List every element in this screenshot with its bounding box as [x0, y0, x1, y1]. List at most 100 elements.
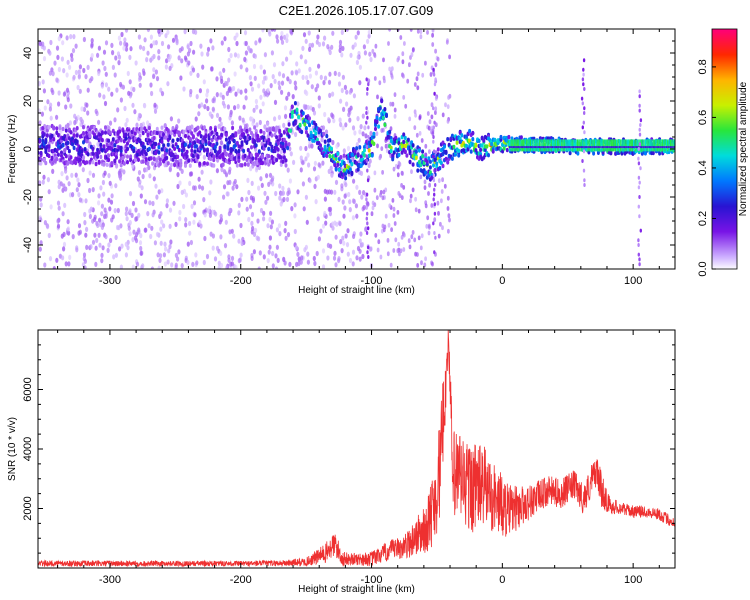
- noise-cell: [236, 103, 240, 109]
- y-axis-label: SNR (10 * v/v): [7, 417, 18, 481]
- noise-cell: [416, 85, 420, 91]
- ridge-cell: [446, 160, 450, 165]
- colorbar-tick-label: 0.4: [697, 160, 709, 175]
- noise-cell: [434, 48, 437, 54]
- ridge-cell: [224, 132, 228, 137]
- ridge-cell: [499, 134, 503, 140]
- colorbar-cell: [712, 145, 737, 147]
- ridge-cell: [78, 157, 82, 162]
- ridge-cell: [224, 137, 228, 142]
- noise-cell: [220, 78, 224, 84]
- colorbar-cell: [712, 223, 737, 225]
- y-tick-label: 2000: [22, 496, 34, 520]
- noise-cell: [168, 244, 172, 250]
- tone-center: [651, 146, 653, 149]
- noise-cell: [77, 69, 81, 75]
- noise-cell: [199, 223, 203, 229]
- noise-cell: [293, 213, 297, 219]
- tone-band: [633, 139, 635, 152]
- y-tick-label: 40: [22, 47, 34, 59]
- tone-center: [540, 146, 542, 149]
- tone-center: [532, 146, 534, 149]
- noise-cell: [161, 154, 165, 160]
- tone-band: [609, 139, 611, 152]
- ridge-cell: [397, 137, 401, 142]
- tone-band: [597, 139, 599, 152]
- noise-cell: [72, 74, 76, 80]
- colorbar-cell: [712, 116, 737, 118]
- ridge-cell: [176, 137, 180, 142]
- noise-cell: [287, 91, 291, 97]
- colorbar-cell: [712, 263, 737, 265]
- noise-cell: [248, 75, 252, 81]
- noise-cell: [299, 54, 303, 60]
- streak-cell: [637, 175, 641, 180]
- noise-cell: [313, 260, 317, 267]
- colorbar-cell: [712, 107, 737, 109]
- colorbar-cell: [712, 157, 737, 159]
- colorbar-cell: [712, 196, 737, 198]
- noise-cell: [133, 109, 137, 115]
- ridge-cell: [253, 139, 257, 144]
- tone-center: [566, 146, 568, 149]
- noise-cell: [316, 174, 320, 180]
- ridge-cell: [66, 140, 70, 146]
- ridge-cell: [74, 160, 78, 166]
- noise-cell: [191, 67, 196, 73]
- ridge-cell: [39, 150, 43, 156]
- streak-cell: [433, 120, 436, 125]
- noise-cell: [134, 238, 139, 244]
- colorbar-cell: [712, 126, 737, 128]
- tone-center: [542, 146, 545, 149]
- colorbar-cell: [712, 67, 737, 69]
- noise-cell: [328, 71, 332, 77]
- noise-cell: [446, 195, 450, 201]
- ridge-cell: [381, 115, 385, 121]
- tone-center: [569, 146, 571, 149]
- ridge-cell: [293, 121, 297, 126]
- noise-cell: [400, 195, 404, 201]
- noise-cell: [360, 194, 364, 200]
- noise-cell: [180, 168, 184, 174]
- noise-cell: [94, 261, 98, 267]
- noise-cell: [337, 256, 341, 262]
- tone-center: [597, 146, 599, 149]
- noise-cell: [53, 60, 57, 66]
- noise-cell: [69, 34, 73, 40]
- tone-band: [616, 139, 618, 152]
- tone-center: [673, 146, 675, 149]
- ridge-cell: [342, 153, 346, 158]
- ridge-cell: [166, 128, 170, 133]
- noise-cell: [364, 204, 369, 210]
- colorbar-cell: [712, 184, 737, 186]
- tone-band: [590, 139, 592, 152]
- ridge-cell: [58, 125, 62, 131]
- ridge-cell: [297, 115, 301, 120]
- colorbar-cell: [712, 55, 737, 57]
- noise-cell: [47, 232, 51, 239]
- noise-cell: [306, 259, 310, 265]
- tone-center: [600, 146, 602, 149]
- ridge-cell: [168, 135, 172, 141]
- streak-cell: [432, 125, 435, 130]
- noise-cell: [344, 233, 348, 239]
- tone-center: [604, 146, 606, 149]
- ridge-cell: [267, 154, 271, 159]
- noise-cell: [245, 123, 249, 129]
- ridge-cell: [444, 149, 448, 155]
- ridge-cell: [300, 129, 304, 135]
- noise-cell: [281, 73, 286, 79]
- colorbar-cell: [712, 228, 737, 230]
- noise-cell: [243, 30, 248, 36]
- noise-cell: [211, 45, 215, 51]
- noise-cell: [57, 90, 61, 96]
- tone-center: [643, 146, 645, 149]
- noise-cell: [356, 54, 360, 60]
- streak-cell: [432, 178, 436, 183]
- ridge-cell: [215, 141, 219, 146]
- noise-cell: [289, 151, 293, 157]
- tone-center: [590, 146, 592, 149]
- colorbar-cell: [712, 33, 737, 35]
- ridge-cell: [184, 133, 187, 139]
- tone-center: [510, 146, 512, 149]
